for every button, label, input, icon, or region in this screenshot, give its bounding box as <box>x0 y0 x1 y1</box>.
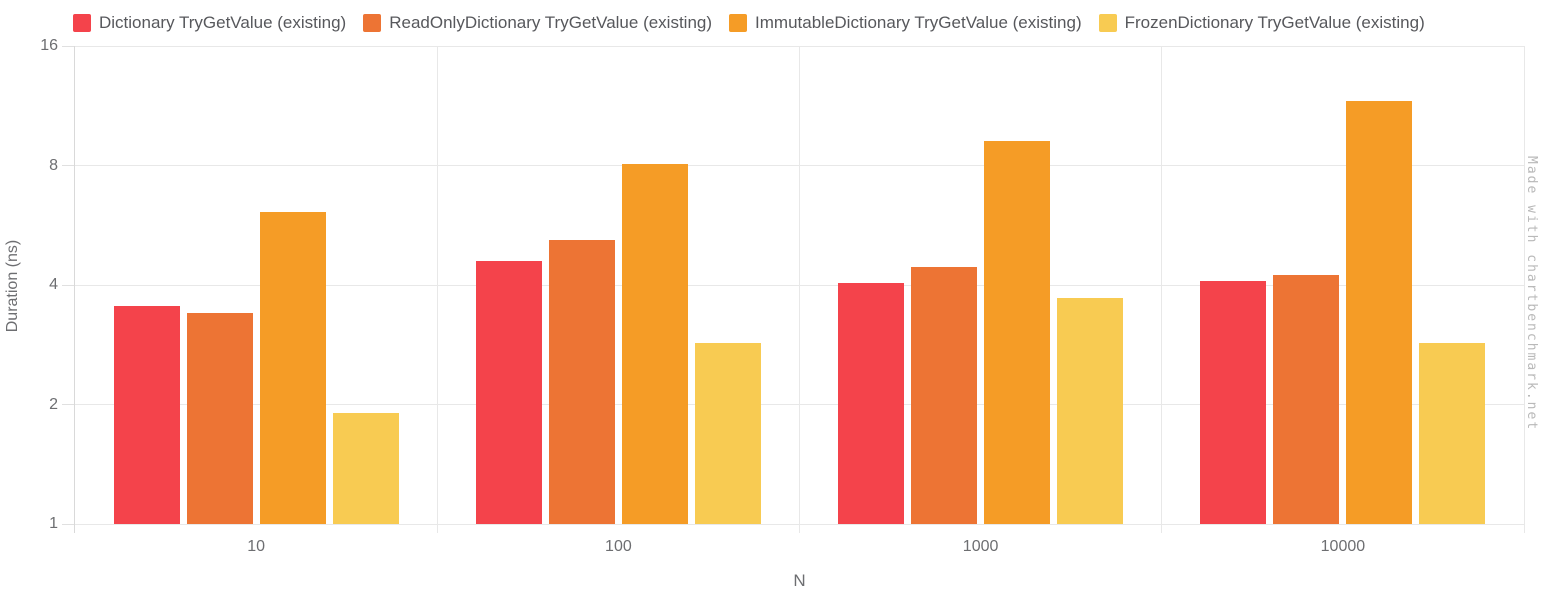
x-gridline <box>1161 46 1163 533</box>
legend-color-swatch <box>363 14 382 32</box>
bar-100-series-1 <box>475 260 542 524</box>
bar-10000-series-2 <box>1273 274 1340 524</box>
y-tick-mark <box>62 523 75 525</box>
bar-1000-series-2 <box>911 266 978 524</box>
bar-1000-series-4 <box>1057 298 1124 524</box>
y-tick-label: 16 <box>40 37 58 54</box>
y-axis-title: Duration (ns) <box>4 239 21 333</box>
legend-color-swatch <box>1098 14 1117 32</box>
bar-1000-series-3 <box>984 141 1051 524</box>
legend-label: FrozenDictionary TryGetValue (existing) <box>1124 13 1425 32</box>
legend-label: Dictionary TryGetValue (existing) <box>99 13 347 32</box>
y-axis-line <box>74 46 75 533</box>
y-tick-label: 2 <box>49 395 58 413</box>
bar-10-series-1 <box>113 305 180 524</box>
y-tick-label: 4 <box>49 276 58 293</box>
x-gridline <box>799 46 800 533</box>
bar-100-series-2 <box>548 239 615 524</box>
legend-item: Dictionary TryGetValue (existing) <box>73 13 346 33</box>
y-tick-label: 8 <box>49 156 58 174</box>
y-tick-label: 1 <box>49 515 58 532</box>
watermark: Made with chartbenchmark.net <box>1524 156 1539 432</box>
x-tick-label: 10 <box>247 538 265 555</box>
x-gridline <box>436 46 438 533</box>
legend-color-swatch <box>73 14 91 32</box>
bar-10-series-4 <box>332 413 399 524</box>
x-tick-label: 100 <box>605 538 632 555</box>
chart-legend: Dictionary TryGetValue (existing) ReadOnl… <box>73 13 1425 33</box>
bar-10000-series-4 <box>1419 343 1486 524</box>
legend-color-swatch <box>729 14 748 32</box>
y-tick-mark <box>62 45 75 47</box>
x-axis-title: N <box>793 571 806 590</box>
y-tick-mark <box>62 165 75 166</box>
legend-label: ImmutableDictionary TryGetValue (existin… <box>755 13 1082 32</box>
bar-10000-series-1 <box>1200 280 1267 524</box>
legend-item: ReadOnlyDictionary TryGetValue (existing… <box>363 13 712 33</box>
bar-10000-series-3 <box>1346 101 1413 524</box>
bar-10-series-3 <box>259 212 326 524</box>
bar-1000-series-1 <box>838 282 905 524</box>
y-tick-mark <box>62 284 75 286</box>
legend-label: ReadOnlyDictionary TryGetValue (existing… <box>389 13 713 32</box>
bar-100-series-3 <box>621 164 688 524</box>
legend-item: FrozenDictionary TryGetValue (existing) <box>1098 13 1425 33</box>
legend-item: ImmutableDictionary TryGetValue (existin… <box>729 13 1082 33</box>
x-tick-label: 10000 <box>1320 538 1366 555</box>
bar-100-series-4 <box>694 343 761 524</box>
y-tick-mark <box>62 404 75 405</box>
plot-area: 16 8 4 2 1 10 100 1000 10000 <box>40 38 1525 555</box>
bar-10-series-2 <box>186 313 253 524</box>
x-tick-label: 1000 <box>962 538 999 555</box>
x-gridline <box>1523 46 1525 533</box>
